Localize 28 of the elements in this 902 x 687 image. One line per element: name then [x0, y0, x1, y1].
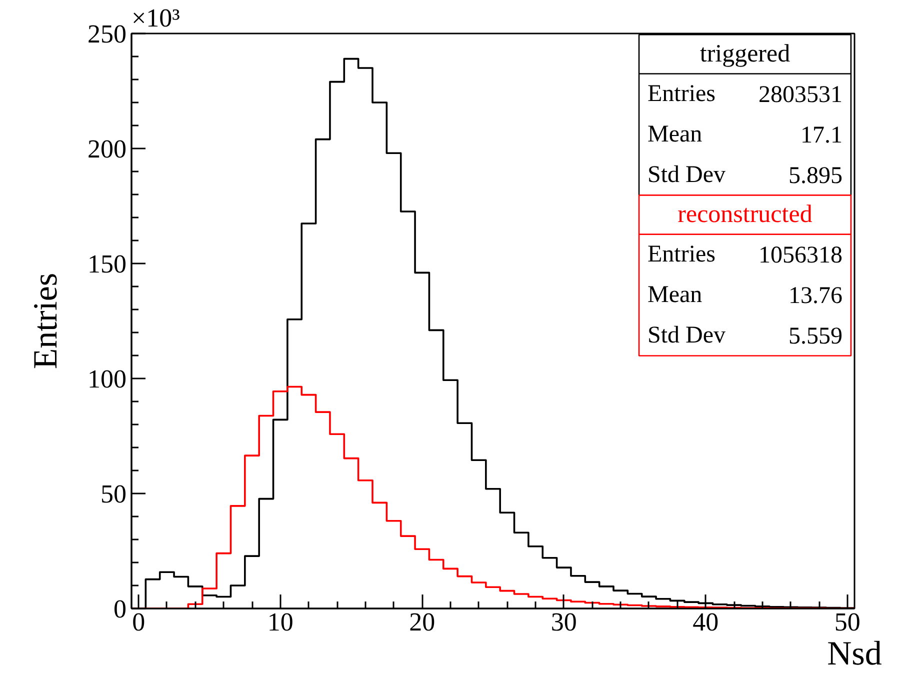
- y-tick-label: 250: [88, 20, 126, 48]
- x-axis-title: Nsd: [827, 636, 882, 672]
- y-tick-label: 150: [88, 250, 126, 278]
- y-tick-label: 50: [100, 480, 126, 508]
- annotation: 1056318: [758, 242, 842, 269]
- annotation: Mean: [648, 282, 702, 308]
- x-tick-label: 40: [692, 608, 719, 636]
- annotation: Mean: [648, 121, 702, 148]
- annotation: 13.76: [788, 283, 842, 310]
- text: ×10³: [132, 4, 180, 32]
- x-tick-label: 50: [834, 608, 860, 636]
- y-axis-title: Entries: [28, 272, 64, 370]
- annotation: Entries: [648, 80, 716, 107]
- text: triggered: [700, 40, 791, 68]
- x-tick-label: 20: [409, 608, 436, 636]
- x-tick-label: 30: [550, 608, 577, 636]
- text: reconstructed: [678, 201, 813, 228]
- y-tick-label: 200: [88, 134, 126, 164]
- annotation: 5.895: [788, 162, 842, 189]
- annotation: Entries: [648, 242, 716, 268]
- annotation: Std Dev: [648, 322, 726, 348]
- y-tick-label: 100: [88, 364, 126, 394]
- annotation: 5.559: [788, 323, 842, 350]
- annotation: Std Dev: [648, 162, 726, 188]
- x-tick-label: 0: [132, 608, 146, 636]
- annotation: 2803531: [758, 82, 842, 108]
- x-tick-label: 10: [267, 608, 294, 636]
- annotation: 17.1: [800, 122, 842, 148]
